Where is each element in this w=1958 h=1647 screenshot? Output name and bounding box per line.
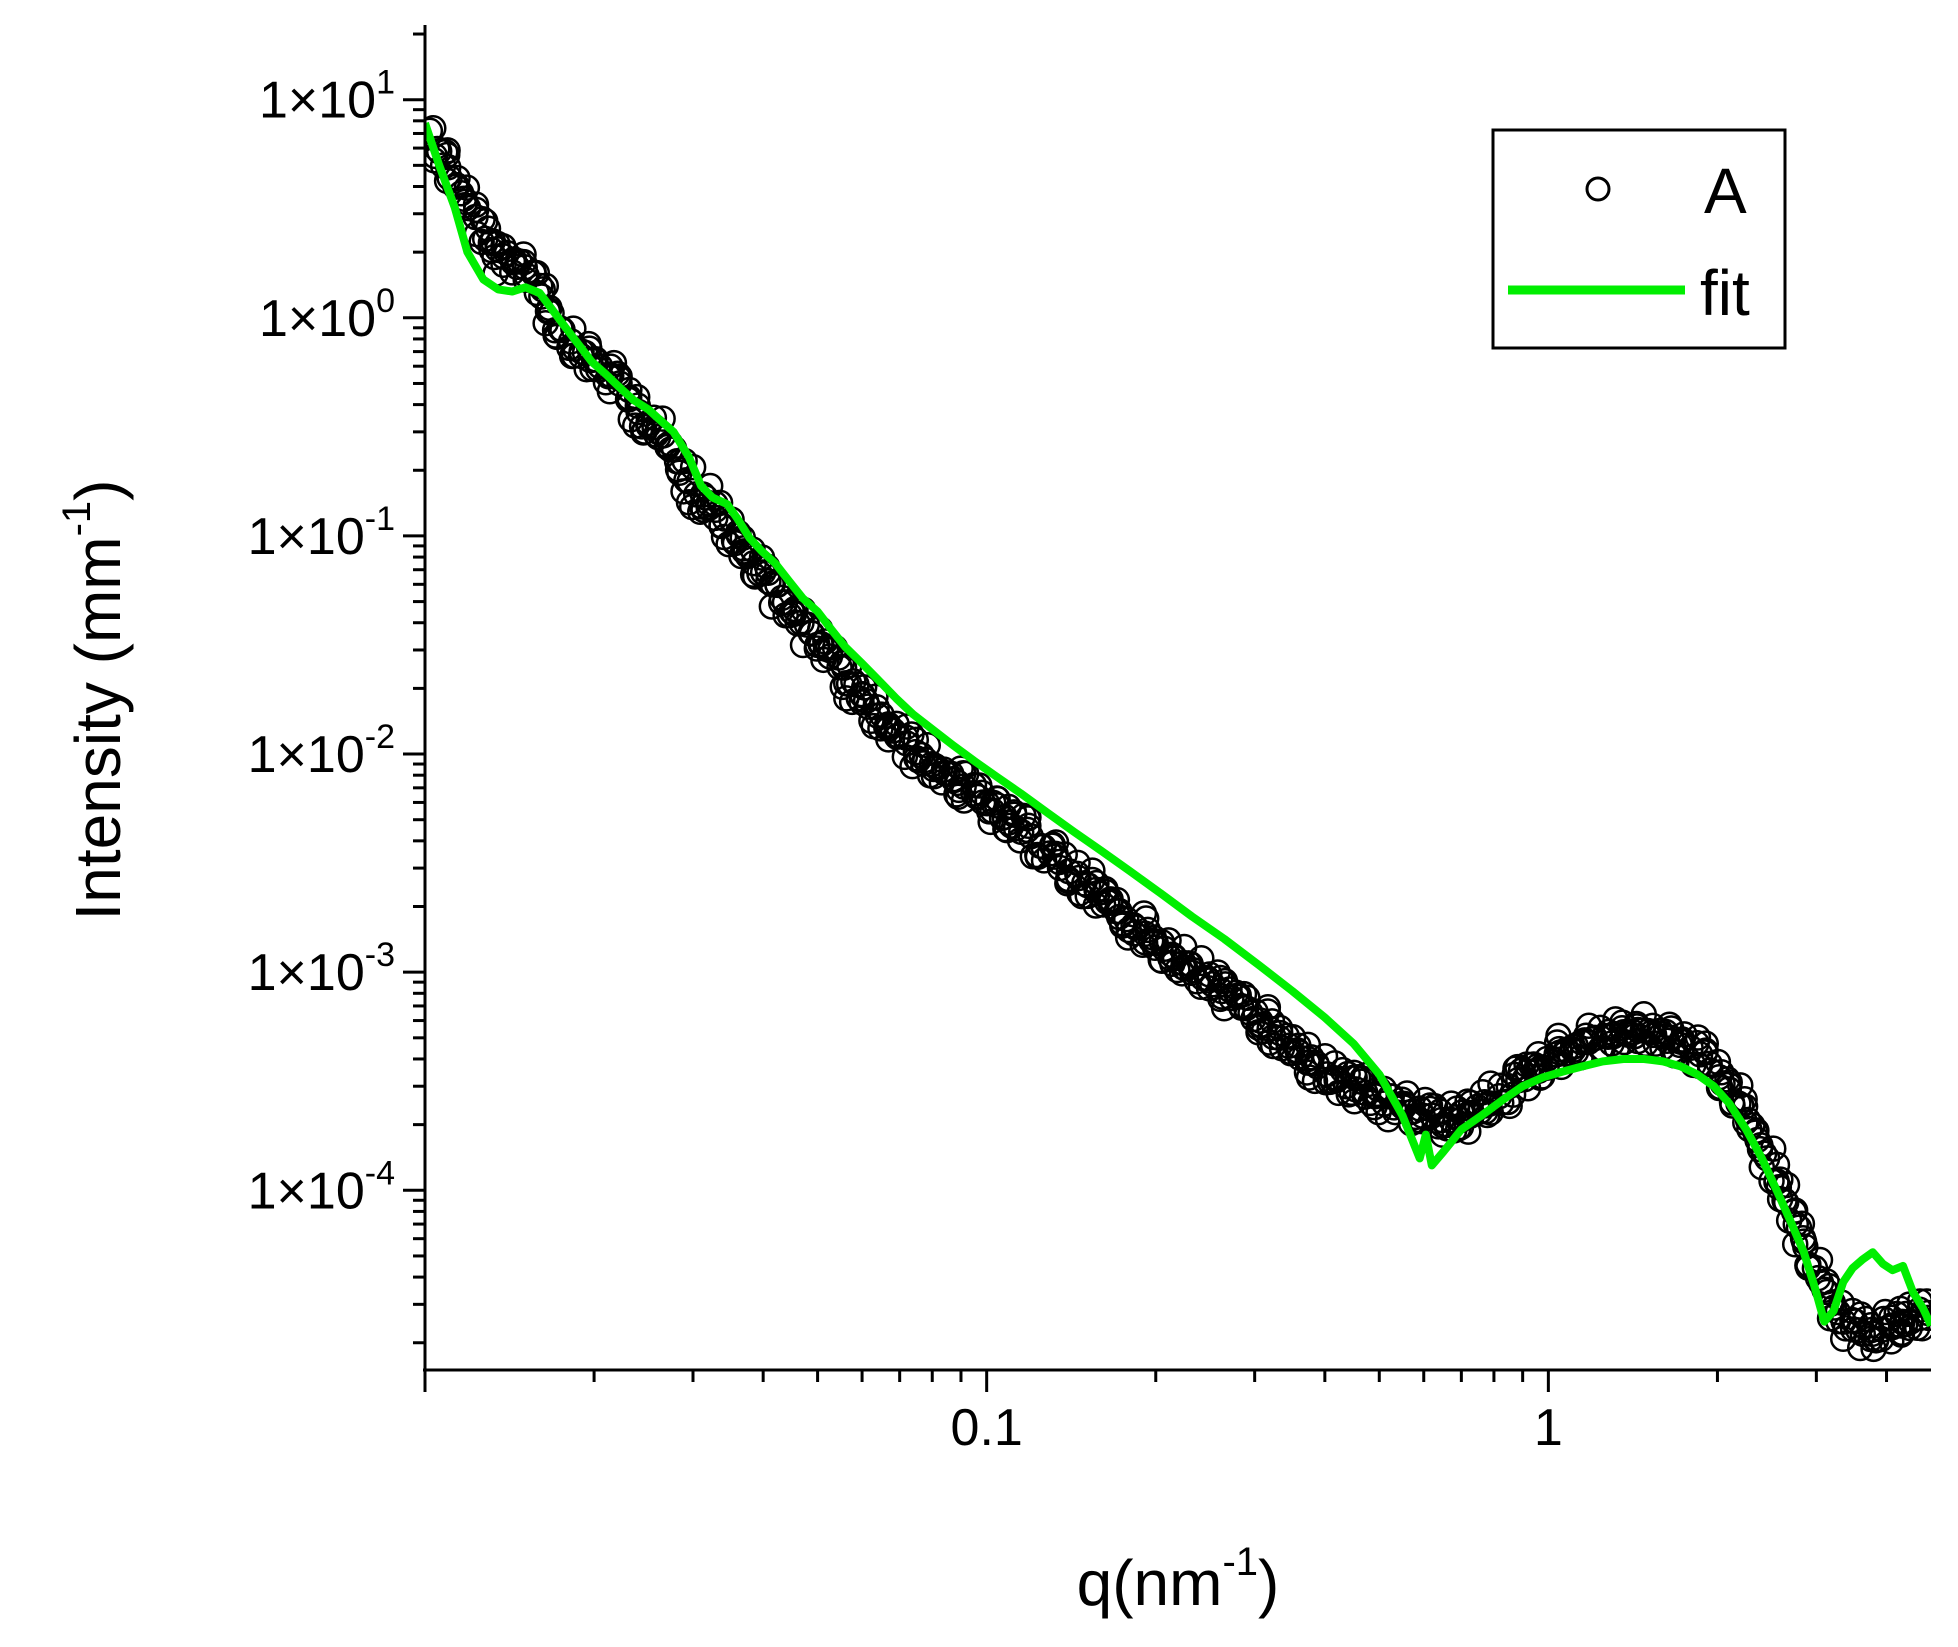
data-point-A [1727, 1072, 1754, 1099]
y-ticks: 1×101 1×100 1×10-1 1×10-2 1×10-3 1×10-4 [248, 32, 425, 1345]
y-tick-label: 1×10-3 [248, 936, 395, 1002]
data-point-A [1759, 1135, 1787, 1162]
data-point-A [1421, 1093, 1449, 1120]
y-tick-label: 1×101 [259, 64, 395, 130]
data-point-A [453, 174, 481, 201]
data-point-A [582, 345, 609, 373]
series-fit-line-group [425, 121, 1931, 1328]
y-axis-title: Intensity (mm-1) [55, 480, 134, 921]
data-point-A [947, 755, 974, 782]
data-point-A [679, 453, 707, 481]
x-tick-label: 0.1 [951, 1399, 1023, 1457]
data-point-A [600, 349, 628, 377]
data-point-A [848, 680, 876, 708]
y-tick-label: 1×10-2 [248, 718, 395, 784]
data-point-A [1906, 1288, 1931, 1315]
y-tick-label: 1×100 [259, 282, 395, 348]
data-point-A [1640, 1021, 1668, 1049]
data-point-A [1692, 1030, 1719, 1057]
data-point-A [1112, 905, 1140, 933]
y-tick-label: 1×10-1 [248, 500, 395, 566]
legend-marker-A [1585, 176, 1611, 202]
data-point-A [1015, 812, 1042, 840]
legend-label-A: A [1704, 155, 1747, 227]
fit-line [425, 121, 1931, 1328]
x-ticks: 0.1 1 [423, 1370, 1889, 1457]
legend: A fit [1491, 128, 1787, 350]
x-tick-label: 1 [1534, 1399, 1563, 1457]
legend-label-fit: fit [1700, 257, 1750, 329]
data-point-A [462, 191, 490, 218]
data-point-A [1014, 805, 1042, 832]
data-point-A [649, 405, 676, 432]
x-axis-title: q(nm-1) [1077, 1540, 1280, 1619]
legend-box [1491, 128, 1787, 350]
data-point-A [1915, 1304, 1931, 1332]
data-point-A [1684, 1024, 1712, 1051]
data-point-A [1731, 1086, 1758, 1113]
y-tick-label: 1×10-4 [248, 1154, 395, 1220]
